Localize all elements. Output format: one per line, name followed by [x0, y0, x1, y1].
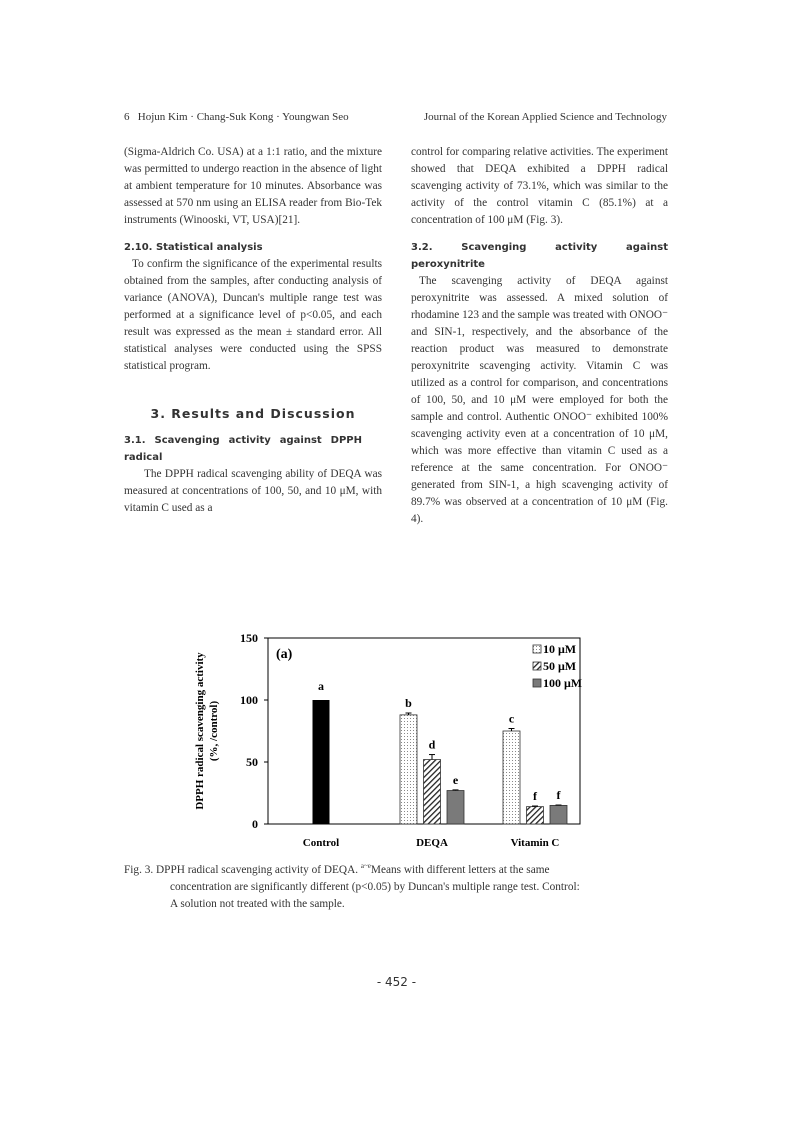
bar-letter: f [533, 789, 538, 803]
section-heading: 3. Results and Discussion [150, 406, 356, 421]
bar-letter: a [318, 679, 324, 693]
paragraph: To confirm the significance of the exper… [124, 258, 382, 372]
y-tick-label: 150 [240, 631, 258, 645]
x-tick-label: DEQA [416, 837, 448, 849]
figure-caption: Fig. 3. DPPH radical scavenging activity… [124, 862, 580, 910]
y-tick-label: 50 [246, 755, 258, 769]
y-tick-label: 100 [240, 693, 258, 707]
paragraph: The scavenging activity of DEQA against … [411, 275, 668, 525]
paragraph: The DPPH radical scavenging ability of D… [124, 468, 382, 514]
bar-letter: c [509, 712, 515, 726]
legend-swatch [532, 661, 542, 671]
bar-50μM [423, 759, 441, 825]
bar-control [312, 700, 330, 824]
bar-100μM [446, 790, 465, 825]
legend-label: 100 μM [543, 676, 582, 690]
section-heading: 3.2. Scavenging activity against peroxyn… [411, 242, 668, 270]
page-number: - 452 - [376, 975, 417, 989]
legend-swatch [532, 644, 542, 654]
legend-label: 10 μM [543, 642, 576, 656]
x-tick-label: Control [303, 837, 339, 849]
panel-label: (a) [276, 647, 293, 662]
bar-letter: d [429, 738, 436, 752]
paragraph: control for comparing relative activitie… [411, 146, 668, 226]
y-axis-label-unit: (%, /control) [208, 701, 220, 762]
x-tick-label: Vitamin C [511, 837, 560, 849]
bar-10μM [502, 730, 521, 825]
section-heading: 3.1. Scavenging activity against DPPH ra… [124, 435, 362, 463]
legend-swatch [532, 678, 542, 688]
right-column: control for comparing relative activitie… [411, 144, 668, 528]
y-axis-label: DPPH radical scavenging activity [194, 652, 206, 810]
legend-label: 50 μM [543, 659, 576, 673]
paragraph: (Sigma-Aldrich Co. USA) at a 1:1 ratio, … [124, 146, 382, 226]
bar-100μM [549, 804, 568, 825]
bar-letter: e [453, 773, 459, 787]
left-column: (Sigma-Aldrich Co. USA) at a 1:1 ratio, … [124, 144, 382, 517]
bar-chart: 0 50 100 150 DPPH radical scavenging activit… [194, 631, 582, 849]
bar-letter: f [557, 788, 562, 802]
bar-10μM [399, 714, 418, 825]
header-authors: 6 Hojun Kim · Chang-Suk Kong · Youngwan … [124, 111, 349, 123]
header-journal: Journal of the Korean Applied Science an… [423, 111, 667, 123]
section-heading: 2.10. Statistical analysis [124, 242, 263, 253]
bar-50μM [526, 806, 544, 825]
bar-letter: b [405, 696, 412, 710]
y-tick-label: 0 [252, 817, 258, 831]
